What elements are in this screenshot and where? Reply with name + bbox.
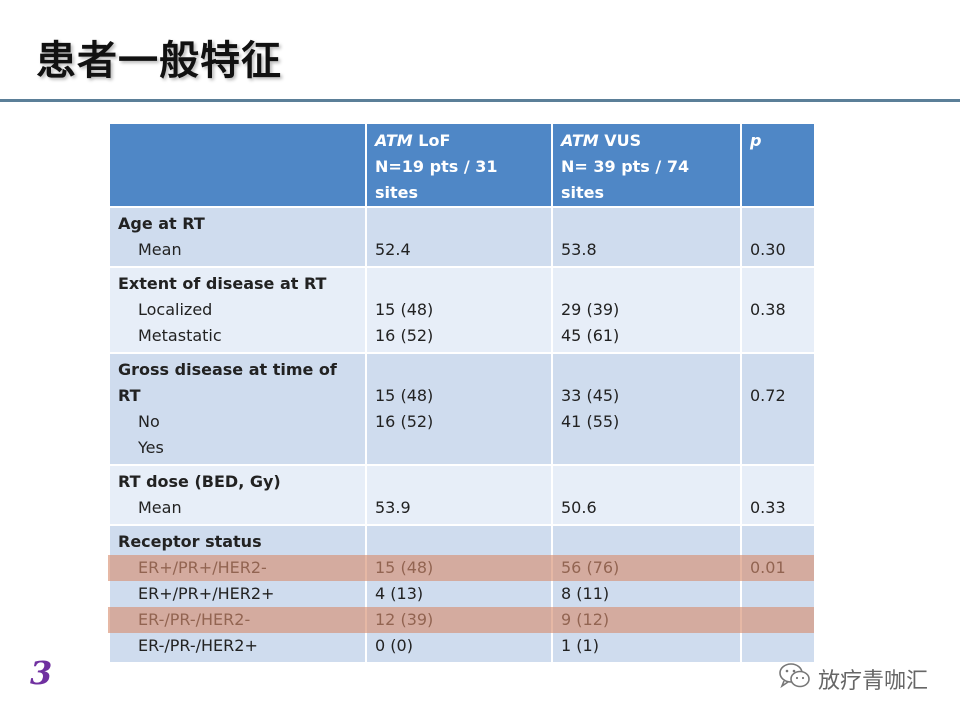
lof-cell: 53.9: [365, 464, 553, 526]
row-label-cell: RT dose (BED, Gy) Mean: [108, 464, 367, 526]
lof-cell: 15 (48) 16 (52): [365, 352, 553, 466]
vus-cell: 29 (39) 45 (61): [551, 266, 742, 354]
patient-characteristics-table: ATM LoF N=19 pts / 31 sites ATM VUS N= 3…: [108, 122, 816, 664]
page-number: 3: [30, 654, 53, 692]
header-vus-gene: ATM: [561, 131, 599, 150]
lof-value: 53.9: [375, 498, 411, 517]
lof-value: 12 (39): [375, 610, 434, 629]
row-label: Extent of disease at RT: [118, 274, 327, 293]
header-atm-vus: ATM VUS N= 39 pts / 74 sites: [551, 122, 742, 208]
lof-cell: 52.4: [365, 206, 553, 268]
lof-cell: 15 (48) 16 (52): [365, 266, 553, 354]
vus-value: 50.6: [561, 498, 597, 517]
vus-value: 1 (1): [561, 636, 599, 655]
row-sublabel: Yes: [138, 438, 164, 457]
vus-value: 53.8: [561, 240, 597, 259]
vus-cell: 50.6: [551, 464, 742, 526]
row-sublabel: ER+/PR+/HER2+: [138, 584, 275, 603]
vus-value: 9 (12): [561, 610, 610, 629]
table-row-age: Age at RT Mean 52.4 53.8 0.30: [108, 206, 816, 268]
row-label-cell: Gross disease at time of RT No Yes: [108, 352, 367, 466]
p-cell: 0.01: [740, 524, 816, 664]
header-lof-group: LoF: [412, 131, 451, 150]
header-lof-gene: ATM: [375, 131, 413, 150]
row-sublabel: Mean: [138, 240, 182, 259]
header-characteristic: [108, 122, 367, 208]
table-row-rt-dose: RT dose (BED, Gy) Mean 53.9 50.6 0.33: [108, 464, 816, 526]
lof-value: 15 (48): [375, 386, 434, 405]
title-divider: [0, 99, 960, 102]
vus-cell: 33 (45) 41 (55): [551, 352, 742, 466]
row-sublabel: ER+/PR+/HER2-: [138, 558, 267, 577]
lof-value: 0 (0): [375, 636, 413, 655]
vus-value: 56 (76): [561, 558, 620, 577]
wechat-icon: [778, 662, 812, 696]
p-cell: 0.30: [740, 206, 816, 268]
lof-value: 16 (52): [375, 412, 434, 431]
p-cell: 0.72: [740, 352, 816, 466]
lof-value: 16 (52): [375, 326, 434, 345]
row-sublabel: Metastatic: [138, 326, 222, 345]
row-sublabel: No: [138, 412, 160, 431]
row-sublabel: Mean: [138, 498, 182, 517]
p-value: 0.30: [750, 240, 786, 259]
lof-value: 15 (48): [375, 300, 434, 319]
lof-value: 52.4: [375, 240, 411, 259]
table-row-receptor-status: Receptor status ER+/PR+/HER2- ER+/PR+/HE…: [108, 524, 816, 664]
lof-value: 4 (13): [375, 584, 424, 603]
p-value: 0.72: [750, 386, 786, 405]
vus-cell: 53.8: [551, 206, 742, 268]
lof-value: 15 (48): [375, 558, 434, 577]
table-row-extent: Extent of disease at RT Localized Metast…: [108, 266, 816, 354]
lof-cell: 15 (48) 4 (13) 12 (39) 0 (0): [365, 524, 553, 664]
table-row-gross-disease: Gross disease at time of RT No Yes 15 (4…: [108, 352, 816, 466]
vus-value: 8 (11): [561, 584, 610, 603]
vus-value: 41 (55): [561, 412, 620, 431]
header-vus-group: VUS: [598, 131, 642, 150]
vus-value: 33 (45): [561, 386, 620, 405]
row-sublabel: ER-/PR-/HER2-: [138, 610, 251, 629]
row-sublabel: Localized: [138, 300, 213, 319]
p-cell: 0.38: [740, 266, 816, 354]
header-lof-count: N=19 pts / 31 sites: [375, 157, 498, 202]
header-p-value: p: [740, 122, 816, 208]
row-label-cell: Age at RT Mean: [108, 206, 367, 268]
p-cell: 0.33: [740, 464, 816, 526]
row-label-cell: Extent of disease at RT Localized Metast…: [108, 266, 367, 354]
p-value: 0.38: [750, 300, 786, 319]
table-header-row: ATM LoF N=19 pts / 31 sites ATM VUS N= 3…: [108, 122, 816, 208]
row-label: Age at RT: [118, 214, 205, 233]
watermark: 放疗青咖汇: [778, 662, 928, 696]
row-label: Receptor status: [118, 532, 262, 551]
watermark-text: 放疗青咖汇: [817, 669, 928, 694]
p-value: 0.01: [750, 558, 786, 577]
vus-value: 29 (39): [561, 300, 620, 319]
vus-value: 45 (61): [561, 326, 620, 345]
header-vus-count: N= 39 pts / 74 sites: [561, 157, 690, 202]
row-label: RT dose (BED, Gy): [118, 472, 281, 491]
vus-cell: 56 (76) 8 (11) 9 (12) 1 (1): [551, 524, 742, 664]
header-atm-lof: ATM LoF N=19 pts / 31 sites: [365, 122, 553, 208]
slide-title: 患者一般特征: [36, 38, 282, 84]
p-value: 0.33: [750, 498, 786, 517]
row-label-cell: Receptor status ER+/PR+/HER2- ER+/PR+/HE…: [108, 524, 367, 664]
row-sublabel: ER-/PR-/HER2+: [138, 636, 258, 655]
row-label: Gross disease at time of RT: [118, 360, 337, 405]
